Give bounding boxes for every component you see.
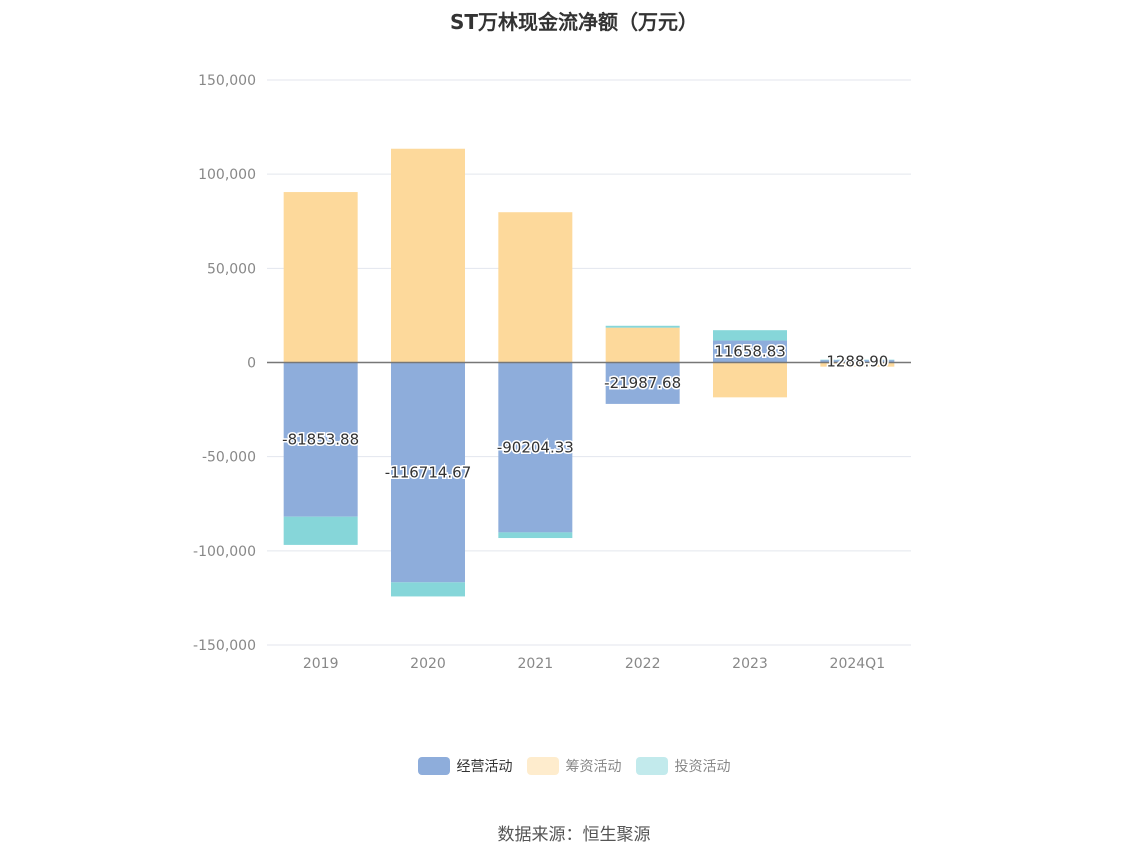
y-tick-label: 50,000 <box>207 261 256 277</box>
bar-2023-经营活动 <box>713 340 787 363</box>
y-tick-label: -50,000 <box>202 450 256 466</box>
data-label: -116714.67 <box>385 463 472 481</box>
y-tick-label: 100,000 <box>198 167 256 183</box>
bar-2021-投资活动 <box>498 532 573 539</box>
y-tick-label: 150,000 <box>198 73 256 89</box>
legend-swatch <box>417 757 450 775</box>
data-labels: -81853.88 -116714.67 -90204.33 -21987.68 116… <box>281 341 890 483</box>
data-label: -90204.33 <box>497 438 574 456</box>
x-axis-ticks: 2019 2020 2021 2022 2023 2024Q1 <box>303 656 885 672</box>
x-tick-label: 2019 <box>303 656 339 672</box>
bar-2022-筹资活动 <box>605 327 680 363</box>
legend-label: 筹资活动 <box>565 759 622 775</box>
x-tick-label: 2020 <box>410 656 446 672</box>
y-tick-label: 0 <box>247 356 256 372</box>
legend-item[interactable]: 投资活动 <box>635 756 731 776</box>
source-note: 数据来源：恒生聚源 <box>497 825 651 845</box>
bar-2021-筹资活动 <box>498 212 573 363</box>
bar-2020-经营活动 <box>391 362 465 583</box>
y-tick-label: -150,000 <box>193 638 256 654</box>
x-tick-label: 2024Q1 <box>830 656 886 672</box>
bars <box>283 148 895 597</box>
data-label: -21987.68 <box>604 374 681 392</box>
legend: 经营活动 筹资活动 投资活动 <box>0 756 1148 776</box>
bar-2020-投资活动 <box>391 582 465 597</box>
bar-2020-筹资活动 <box>391 148 465 363</box>
bar-2021-经营活动 <box>498 362 573 533</box>
bar-2024Q1-经营活动 <box>820 360 895 363</box>
bar-2019-投资活动 <box>283 516 358 545</box>
bar-2023-投资活动 <box>713 330 787 341</box>
bar-2022-经营活动 <box>605 362 680 404</box>
bar-2024Q1-投资活动 <box>820 359 895 361</box>
x-tick-label: 2021 <box>518 656 554 672</box>
x-tick-label: 2023 <box>732 656 768 672</box>
data-label: -81853.88 <box>282 431 359 449</box>
y-axis-ticks: 150,000 100,000 50,000 0 -50,000 -100,000 -150… <box>193 73 256 654</box>
chart-title: ST万林现金流净额（万元） <box>449 10 699 34</box>
legend-label: 经营活动 <box>456 759 513 775</box>
data-label: 1288.90 <box>826 352 888 370</box>
legend-swatch <box>635 757 668 775</box>
bar-2022-投资活动 <box>605 325 680 328</box>
data-label: 11658.83 <box>714 343 786 361</box>
legend-label: 投资活动 <box>674 759 731 775</box>
x-tick-label: 2022 <box>625 656 661 672</box>
y-tick-label: -100,000 <box>193 544 256 560</box>
bar-2019-筹资活动 <box>283 192 358 363</box>
legend-item[interactable]: 经营活动 <box>417 756 513 776</box>
bar-2019-经营活动 <box>283 362 358 517</box>
bar-2023-筹资活动 <box>713 362 787 398</box>
legend-swatch <box>526 757 559 775</box>
legend-item[interactable]: 筹资活动 <box>526 756 622 776</box>
bar-2024Q1-筹资活动 <box>820 362 895 367</box>
